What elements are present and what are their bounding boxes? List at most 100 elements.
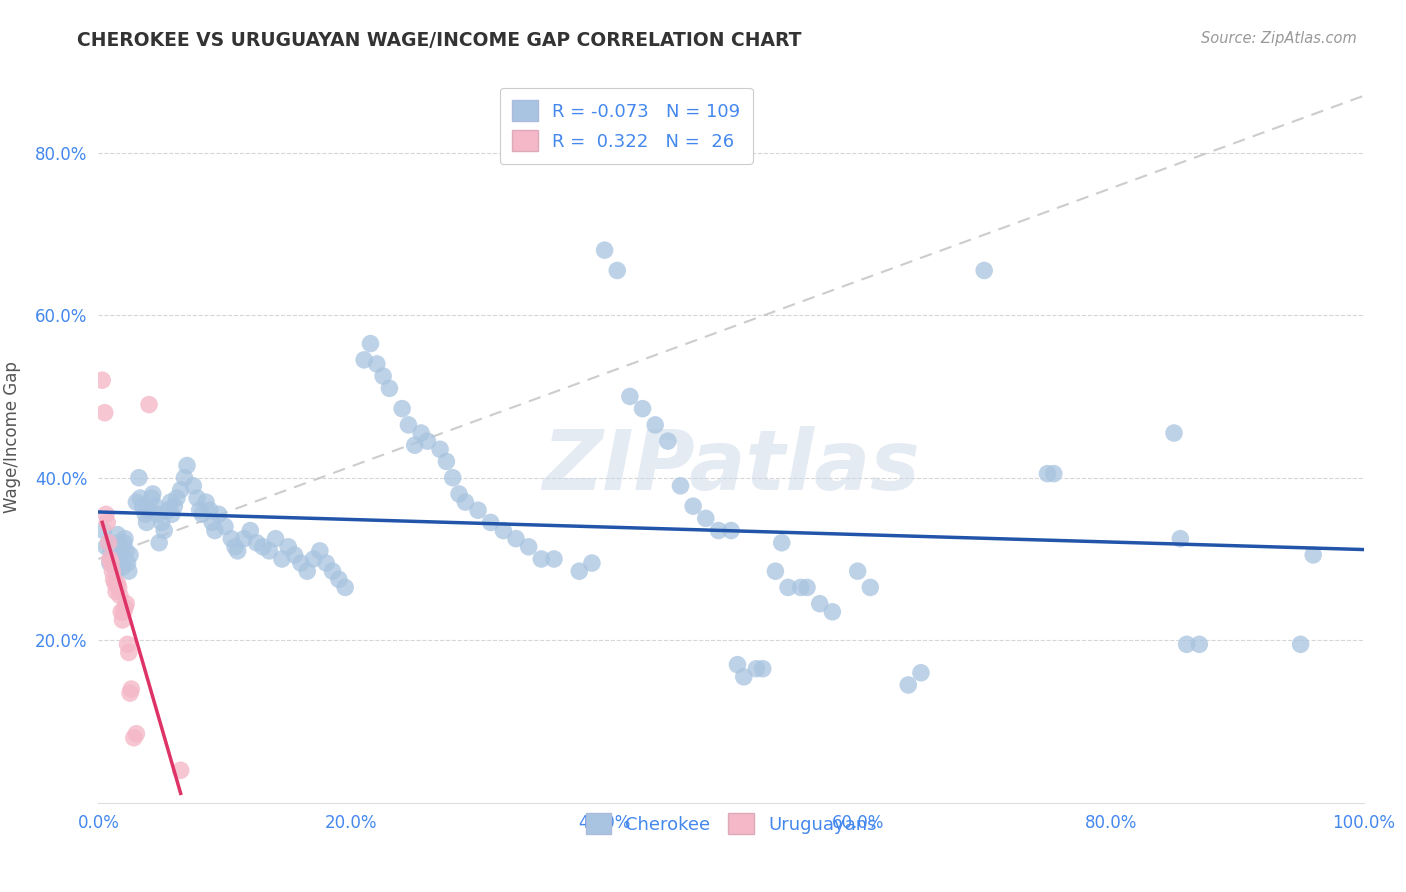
Point <box>1043 467 1066 481</box>
Point <box>315 556 337 570</box>
Point <box>107 576 129 591</box>
Point <box>157 503 180 517</box>
Point <box>97 535 120 549</box>
Point <box>118 564 141 578</box>
Point <box>153 524 176 538</box>
Point <box>233 532 256 546</box>
Point <box>141 491 163 505</box>
Point <box>371 369 394 384</box>
Point <box>117 556 139 570</box>
Point <box>366 357 388 371</box>
Point <box>897 678 920 692</box>
Point <box>94 540 117 554</box>
Point <box>360 336 382 351</box>
Point <box>120 681 142 696</box>
Point <box>725 657 748 672</box>
Point <box>778 581 800 595</box>
Point <box>808 597 831 611</box>
Point <box>194 495 218 509</box>
Point <box>159 495 181 509</box>
Point <box>115 597 138 611</box>
Point <box>391 401 413 416</box>
Point <box>328 572 350 586</box>
Point <box>447 487 470 501</box>
Point <box>169 764 191 778</box>
Point <box>297 564 319 578</box>
Point <box>100 544 122 558</box>
Point <box>93 524 115 538</box>
Point <box>111 613 134 627</box>
Point <box>284 548 307 562</box>
Point <box>96 516 118 530</box>
Text: Source: ZipAtlas.com: Source: ZipAtlas.com <box>1201 31 1357 46</box>
Point <box>733 670 755 684</box>
Text: ZIPatlas: ZIPatlas <box>543 425 920 507</box>
Point <box>593 243 616 257</box>
Point <box>208 508 231 522</box>
Point <box>117 637 139 651</box>
Point <box>1163 425 1185 440</box>
Point <box>173 471 195 485</box>
Point <box>264 532 287 546</box>
Point <box>335 581 357 595</box>
Point <box>302 552 325 566</box>
Point <box>411 425 433 440</box>
Point <box>543 552 565 566</box>
Point <box>396 417 419 432</box>
Point <box>454 495 477 509</box>
Point <box>657 434 679 449</box>
Point <box>186 491 208 505</box>
Point <box>120 548 141 562</box>
Point <box>581 556 603 570</box>
Point <box>105 564 128 578</box>
Point <box>505 532 527 546</box>
Point <box>122 731 145 745</box>
Point <box>821 605 844 619</box>
Point <box>191 508 214 522</box>
Point <box>682 499 704 513</box>
Point <box>745 662 768 676</box>
Point <box>101 564 124 578</box>
Point <box>108 540 131 554</box>
Point <box>1170 532 1192 546</box>
Point <box>517 540 540 554</box>
Point <box>98 552 121 566</box>
Point <box>146 508 169 522</box>
Point <box>107 527 129 541</box>
Point <box>1302 548 1324 562</box>
Point <box>770 535 793 549</box>
Point <box>120 686 141 700</box>
Point <box>973 263 995 277</box>
Point <box>142 487 165 501</box>
Point <box>150 516 173 530</box>
Point <box>107 535 129 549</box>
Point <box>479 516 502 530</box>
Point <box>353 352 375 367</box>
Point <box>169 483 191 497</box>
Point <box>108 589 131 603</box>
Point <box>226 544 249 558</box>
Point <box>765 564 787 578</box>
Point <box>568 564 591 578</box>
Point <box>176 458 198 473</box>
Point <box>910 665 932 680</box>
Point <box>198 503 221 517</box>
Point <box>188 503 211 517</box>
Point <box>125 727 148 741</box>
Point <box>128 471 150 485</box>
Point <box>93 406 117 420</box>
Point <box>846 564 869 578</box>
Point <box>441 471 464 485</box>
Point <box>204 524 226 538</box>
Point <box>183 479 205 493</box>
Point <box>148 535 170 549</box>
Point <box>790 581 813 595</box>
Point <box>290 556 312 570</box>
Point <box>1188 637 1211 651</box>
Point <box>214 519 236 533</box>
Point <box>246 535 269 549</box>
Point <box>94 508 117 522</box>
Point <box>467 503 489 517</box>
Point <box>707 524 730 538</box>
Point <box>125 495 148 509</box>
